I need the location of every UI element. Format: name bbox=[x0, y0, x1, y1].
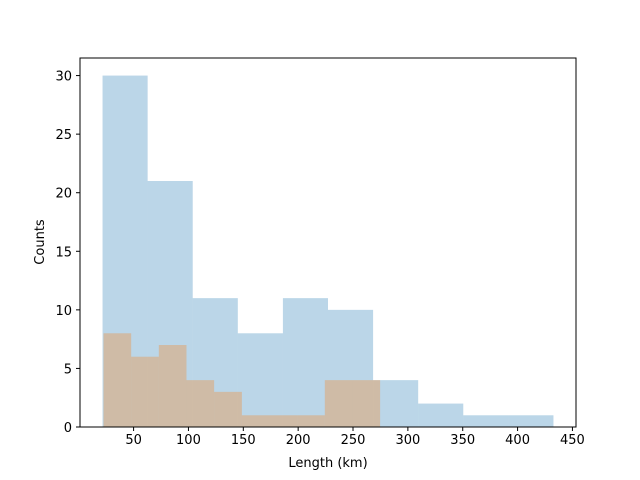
histogram-bar bbox=[214, 391, 242, 427]
histogram-bar bbox=[186, 380, 215, 427]
histogram-bar bbox=[147, 181, 193, 427]
histogram-bar bbox=[328, 309, 374, 427]
histogram-bar bbox=[352, 380, 381, 427]
y-tick-label: 0 bbox=[64, 421, 72, 436]
histogram-bar bbox=[241, 415, 270, 427]
histogram-bar bbox=[103, 333, 132, 427]
histogram-bar bbox=[131, 356, 159, 427]
y-tick-label: 20 bbox=[55, 187, 72, 202]
x-tick-label: 400 bbox=[505, 433, 530, 448]
x-axis-label: Length (km) bbox=[288, 456, 367, 471]
histogram-bar bbox=[158, 345, 187, 427]
histogram-bar bbox=[102, 75, 148, 428]
histogram-bar bbox=[463, 415, 509, 427]
histogram-bar bbox=[282, 298, 328, 427]
x-tick-label: 200 bbox=[286, 433, 311, 448]
histogram-bar bbox=[324, 380, 353, 427]
x-tick-label: 450 bbox=[560, 433, 585, 448]
histogram-bar bbox=[237, 333, 283, 427]
x-tick-label: 250 bbox=[341, 433, 366, 448]
y-axis-label: Counts bbox=[33, 219, 48, 265]
y-tick-label: 5 bbox=[64, 362, 72, 377]
plot-frame bbox=[79, 57, 577, 428]
x-tick-label: 50 bbox=[125, 433, 142, 448]
histogram-bar bbox=[418, 403, 464, 427]
histogram-bar bbox=[297, 415, 325, 427]
x-tick-label: 100 bbox=[176, 433, 201, 448]
y-tick-label: 30 bbox=[55, 70, 72, 85]
y-tick-label: 15 bbox=[55, 245, 72, 260]
x-tick-label: 350 bbox=[450, 433, 475, 448]
histogram-bar bbox=[373, 380, 419, 427]
x-tick-label: 300 bbox=[395, 433, 420, 448]
y-tick-label: 10 bbox=[55, 304, 72, 319]
x-tick-label: 150 bbox=[231, 433, 256, 448]
y-tick-label: 25 bbox=[55, 128, 72, 143]
histogram-bar bbox=[508, 415, 554, 427]
histogram-bar bbox=[269, 415, 298, 427]
histogram-bar bbox=[192, 298, 238, 427]
